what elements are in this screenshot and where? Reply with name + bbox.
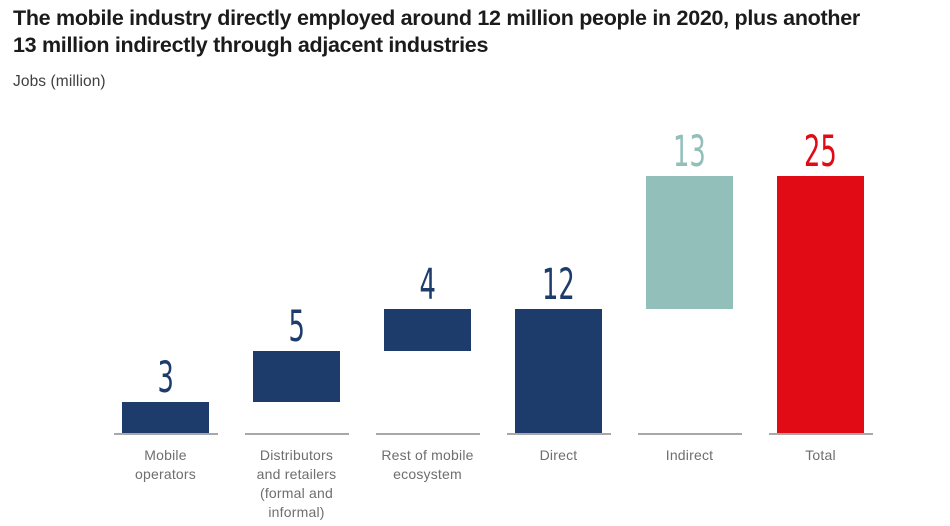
category-baseline xyxy=(113,433,218,435)
category-label: Distributors and retailers (formal and info… xyxy=(231,446,362,522)
bar-value-label: 13 xyxy=(624,130,755,174)
category-label: Rest of mobile ecosystem xyxy=(362,446,493,484)
bar-value-text: 13 xyxy=(673,126,706,177)
category-label: Direct xyxy=(493,446,624,465)
category-label-line: operators xyxy=(135,466,196,482)
bar-value-text: 25 xyxy=(804,126,837,177)
category-baseline xyxy=(375,433,480,435)
category-baseline xyxy=(244,433,349,435)
category-label-line: and retailers xyxy=(256,466,337,482)
chart-title-line-2: 13 million indirectly through adjacent i… xyxy=(13,33,489,57)
bar xyxy=(253,350,340,403)
category-baseline xyxy=(768,433,873,435)
bar xyxy=(646,175,733,310)
category-label-line: Mobile xyxy=(144,447,187,463)
chart-title: The mobile industry directly employed ar… xyxy=(13,5,938,59)
bar xyxy=(515,309,602,433)
bar-value-label: 25 xyxy=(755,130,886,174)
bar-value-label: 3 xyxy=(100,356,231,400)
category-label-line: Distributors xyxy=(259,447,334,463)
category-label-line: Rest of mobile xyxy=(381,447,474,463)
bar xyxy=(384,309,471,351)
category-label-line: informal) xyxy=(268,504,325,520)
category-label: Indirect xyxy=(624,446,755,465)
category-baseline xyxy=(637,433,742,435)
bar xyxy=(122,402,209,433)
category-label-line: Total xyxy=(805,447,836,463)
category-label: Total xyxy=(755,446,886,465)
bar xyxy=(777,175,864,433)
chart-title-line-1: The mobile industry directly employed ar… xyxy=(13,6,860,30)
category-label-line: ecosystem xyxy=(393,466,462,482)
bar-value-text: 3 xyxy=(157,353,174,404)
bar-value-label: 5 xyxy=(231,305,362,349)
category-label-line: Indirect xyxy=(665,447,714,463)
bar-value-label: 4 xyxy=(362,263,493,307)
category-baseline xyxy=(506,433,611,435)
category-label-line: (formal and xyxy=(259,485,333,501)
bar-value-text: 4 xyxy=(419,260,436,311)
axis-units-label: Jobs (million) xyxy=(13,73,106,90)
bar-value-label: 12 xyxy=(493,263,624,307)
category-label: Mobile operators xyxy=(100,446,231,484)
bar-value-text: 5 xyxy=(288,301,305,352)
bar-value-text: 12 xyxy=(542,260,575,311)
category-label-line: Direct xyxy=(539,447,578,463)
